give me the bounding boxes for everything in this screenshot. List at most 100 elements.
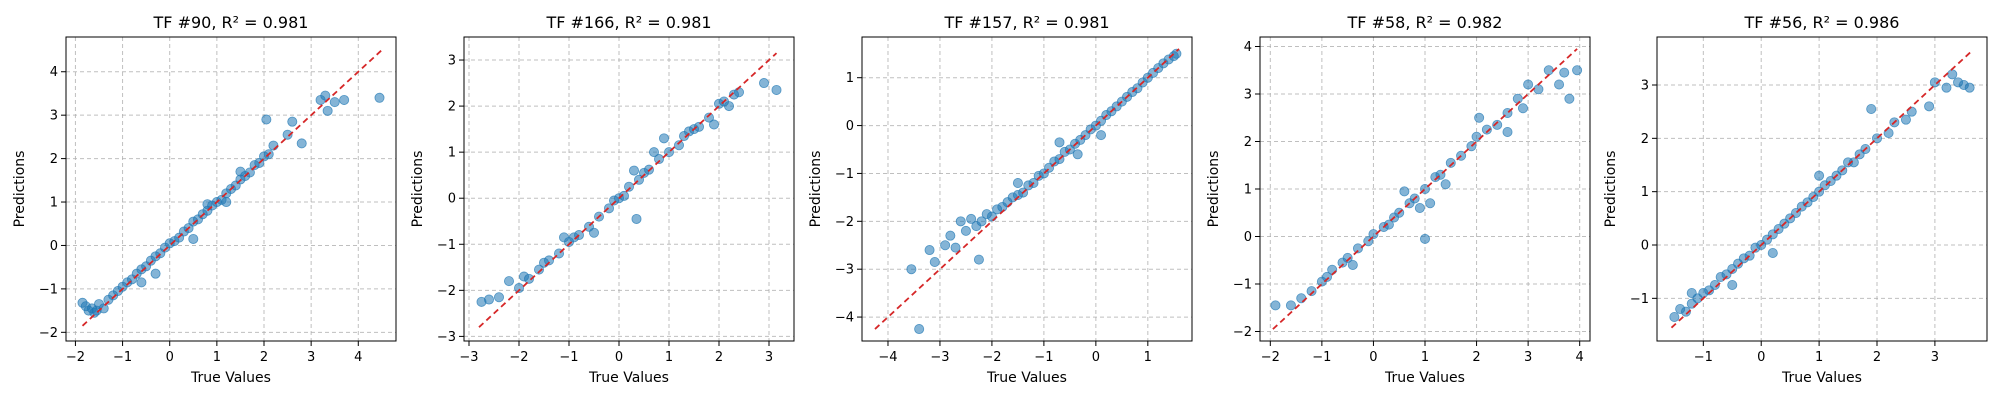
x-axis-label: True Values bbox=[190, 370, 271, 386]
x-axis-label: True Values bbox=[588, 370, 669, 386]
data-point bbox=[503, 276, 514, 287]
y-axis-label: Predictions bbox=[1603, 151, 1619, 228]
x-tick-label: −3 bbox=[459, 350, 478, 365]
data-point bbox=[1471, 131, 1482, 142]
data-point bbox=[150, 268, 161, 279]
x-tick-label: −1 bbox=[113, 350, 132, 365]
data-point bbox=[296, 138, 307, 149]
data-point bbox=[1327, 264, 1338, 275]
data-point bbox=[704, 112, 715, 123]
y-tick-label: 4 bbox=[50, 65, 58, 80]
data-point bbox=[976, 216, 987, 227]
y-tick-label: 1 bbox=[846, 71, 854, 86]
x-tick-label: 4 bbox=[354, 350, 362, 365]
data-point bbox=[759, 78, 770, 89]
data-point bbox=[329, 97, 340, 108]
panel-5: −1 0 1 2 3 −1 0 1 2 3 TF #56, R² = 0.986 True Value… bbox=[1603, 13, 1988, 386]
y-tick-label: 4 bbox=[1244, 40, 1252, 55]
data-point bbox=[624, 181, 635, 192]
data-point bbox=[1929, 77, 1940, 88]
y-axis-label: Predictions bbox=[1206, 151, 1222, 228]
x-tick-label: 3 bbox=[765, 350, 773, 365]
reference-line bbox=[874, 48, 1180, 330]
data-point bbox=[1814, 170, 1825, 181]
y-tick-label: 3 bbox=[50, 109, 58, 124]
data-point bbox=[1072, 149, 1083, 160]
reference-line bbox=[1272, 48, 1578, 330]
panel-4: −2 −1 0 1 2 3 4 −2 −1 0 1 2 3 4 TF #58, R² = 0.982 True… bbox=[1206, 13, 1591, 386]
x-tick-label: 0 bbox=[1092, 350, 1100, 365]
data-point bbox=[1848, 157, 1859, 168]
data-point bbox=[924, 245, 935, 256]
data-point bbox=[709, 119, 720, 130]
data-point bbox=[1866, 104, 1877, 115]
data-point bbox=[1399, 186, 1410, 197]
x-axis-label: True Values bbox=[1384, 370, 1465, 386]
data-point bbox=[1492, 119, 1503, 130]
data-point bbox=[960, 225, 971, 236]
data-point bbox=[724, 101, 735, 112]
data-point bbox=[1900, 114, 1911, 125]
data-point bbox=[374, 92, 385, 103]
x-tick-label: −4 bbox=[878, 350, 897, 365]
x-tick-label: 2 bbox=[1873, 350, 1881, 365]
data-point bbox=[659, 133, 670, 144]
y-tick-label: −1 bbox=[39, 282, 58, 297]
data-point bbox=[940, 240, 951, 251]
x-tick-label: −1 bbox=[1694, 350, 1713, 365]
data-point bbox=[1727, 279, 1738, 290]
data-point bbox=[1964, 82, 1975, 93]
reference-line bbox=[478, 52, 778, 328]
data-point bbox=[287, 116, 298, 127]
y-tick-label: −1 bbox=[437, 238, 456, 253]
x-tick-label: 0 bbox=[1369, 350, 1377, 365]
plot-frame bbox=[65, 36, 397, 342]
data-point bbox=[1420, 233, 1431, 244]
x-tick-label: −1 bbox=[1034, 350, 1053, 365]
y-tick-label: −3 bbox=[835, 263, 854, 278]
reference-line bbox=[1670, 49, 1974, 329]
data-point bbox=[771, 84, 782, 95]
data-point bbox=[320, 90, 331, 101]
y-axis-label: Predictions bbox=[12, 151, 28, 228]
data-point bbox=[1270, 300, 1281, 311]
data-point bbox=[589, 227, 600, 238]
plot-frame bbox=[1656, 36, 1988, 342]
x-tick-label: 3 bbox=[307, 350, 315, 365]
y-tick-label: −2 bbox=[1233, 325, 1252, 340]
data-point bbox=[1352, 243, 1363, 254]
data-point bbox=[1572, 65, 1583, 76]
y-tick-label: 0 bbox=[448, 192, 456, 207]
y-tick-label: −1 bbox=[1630, 292, 1649, 307]
data-point bbox=[221, 197, 232, 208]
data-point bbox=[524, 273, 535, 284]
data-point bbox=[1941, 82, 1952, 93]
x-tick-label: 2 bbox=[260, 350, 268, 365]
panel-title: TF #166, R² = 0.981 bbox=[545, 13, 711, 32]
y-tick-label: 2 bbox=[448, 100, 456, 115]
data-point bbox=[1474, 112, 1485, 123]
x-tick-label: −1 bbox=[559, 350, 578, 365]
data-point bbox=[654, 154, 665, 165]
data-point bbox=[1096, 130, 1107, 141]
x-tick-label: 1 bbox=[1421, 350, 1429, 365]
data-point bbox=[1512, 93, 1523, 104]
data-point bbox=[282, 129, 293, 140]
y-tick-label: −2 bbox=[835, 215, 854, 230]
y-axis-label: Predictions bbox=[808, 151, 824, 228]
data-point bbox=[619, 190, 630, 201]
data-point bbox=[1368, 229, 1379, 240]
y-tick-label: 2 bbox=[1641, 132, 1649, 147]
data-point bbox=[1543, 65, 1554, 76]
y-tick-label: 1 bbox=[448, 146, 456, 161]
data-point bbox=[235, 166, 246, 177]
data-point bbox=[966, 213, 977, 224]
data-point bbox=[1533, 84, 1544, 95]
data-point bbox=[1342, 252, 1353, 263]
data-point bbox=[1171, 48, 1182, 59]
data-point bbox=[1686, 287, 1697, 298]
x-tick-label: 1 bbox=[1815, 350, 1823, 365]
data-point bbox=[1054, 137, 1065, 148]
y-tick-label: 3 bbox=[448, 54, 456, 69]
plot-frame bbox=[861, 36, 1193, 342]
